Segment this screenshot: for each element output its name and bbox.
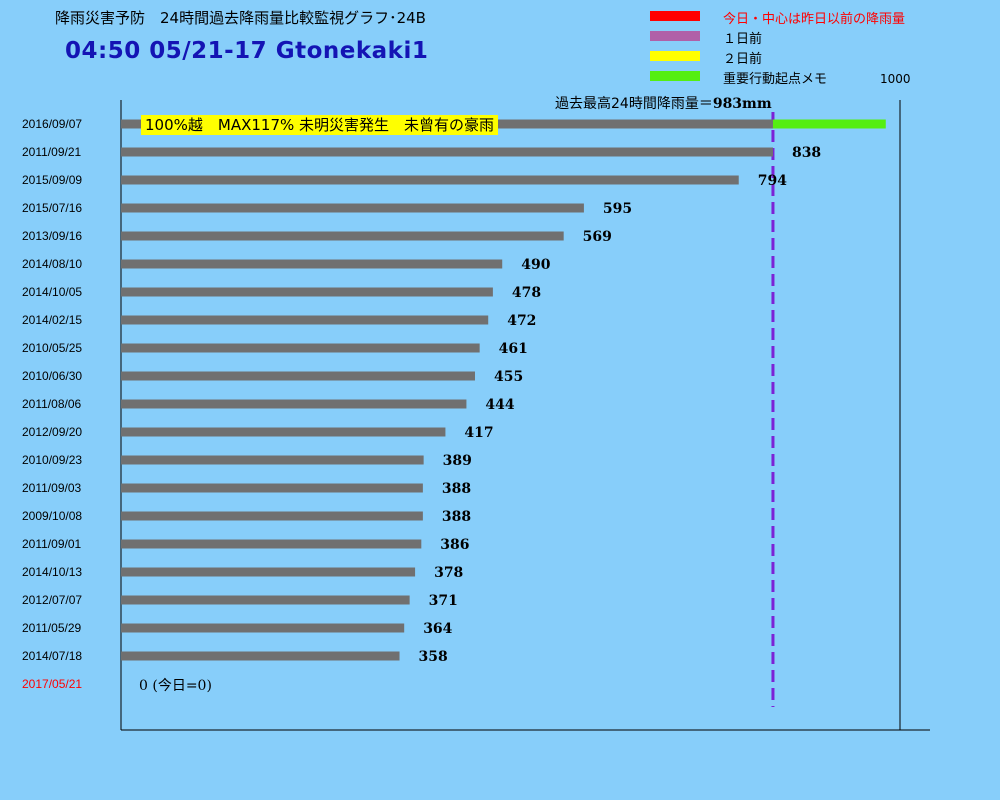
bar xyxy=(121,651,400,661)
value-label: 569 xyxy=(583,229,612,245)
category-label: 2012/09/20 xyxy=(22,425,82,439)
legend-swatch xyxy=(650,51,700,61)
scale-max-label: 1000 xyxy=(880,72,911,86)
bar xyxy=(121,511,423,521)
legend-label: １日前 xyxy=(723,32,763,47)
value-label: 371 xyxy=(429,593,458,609)
max-note-text: 過去最高24時間降雨量＝ xyxy=(555,96,713,112)
category-label: 2015/07/16 xyxy=(22,201,82,215)
memo-segment-bar xyxy=(772,119,886,129)
category-label: 2011/05/29 xyxy=(22,621,81,635)
bar xyxy=(121,595,410,605)
bar xyxy=(121,567,416,577)
category-label: 2011/08/06 xyxy=(22,397,81,411)
alert-banner: 100%越 MAX117% 未明災害発生 未曾有の豪雨 xyxy=(141,115,499,135)
category-label: 2014/10/05 xyxy=(22,285,82,299)
category-label: 2010/05/25 xyxy=(22,341,82,355)
legend-label: ２日前 xyxy=(723,52,763,67)
value-label: 490 xyxy=(521,257,550,273)
bar xyxy=(121,231,564,241)
legend-label: 今日・中心は昨日以前の降雨量 xyxy=(723,12,906,27)
bar xyxy=(121,483,423,493)
category-label: 2016/09/07 xyxy=(22,117,82,131)
value-label: 358 xyxy=(419,649,448,665)
category-label: 2010/09/23 xyxy=(22,453,82,467)
bar xyxy=(121,287,493,297)
bar xyxy=(121,371,475,381)
bar xyxy=(121,175,739,185)
value-label: 444 xyxy=(485,397,514,413)
value-label: 386 xyxy=(440,537,469,553)
bar xyxy=(121,259,503,269)
value-label: 417 xyxy=(464,425,493,441)
value-label: 794 xyxy=(758,173,787,189)
bar xyxy=(121,623,405,633)
category-label: 2014/02/15 xyxy=(22,313,82,327)
legend-swatch xyxy=(650,31,700,41)
category-label: 2017/05/21 xyxy=(22,677,82,691)
max-rainfall-note: 過去最高24時間降雨量＝983mm xyxy=(555,93,772,113)
bar xyxy=(121,427,446,437)
bar xyxy=(121,455,424,465)
legend-swatch xyxy=(650,71,700,81)
category-label: 2009/10/08 xyxy=(22,509,82,523)
bar xyxy=(121,203,584,213)
category-label: 2012/07/07 xyxy=(22,593,82,607)
page-title: 降雨災害予防 24時間過去降雨量比較監視グラフ･24B xyxy=(55,9,426,27)
value-label: 388 xyxy=(442,481,471,497)
page-subtitle: 04:50 05/21-17 Gtonekaki1 xyxy=(65,38,429,64)
bar xyxy=(121,399,467,409)
legend-label: 重要行動起点メモ xyxy=(723,72,828,87)
category-label: 2014/07/18 xyxy=(22,649,82,663)
bar xyxy=(121,147,773,157)
bar xyxy=(121,315,489,325)
category-label: 2014/10/13 xyxy=(22,565,82,579)
value-label: 388 xyxy=(442,509,471,525)
value-label: 461 xyxy=(499,341,528,357)
value-label: 455 xyxy=(494,369,523,385)
max-note-value: 983mm xyxy=(712,96,772,112)
value-label: 378 xyxy=(434,565,463,581)
category-label: 2014/08/10 xyxy=(22,257,82,271)
category-label: 2015/09/09 xyxy=(22,173,82,187)
today-value-label: 0 (今日=0) xyxy=(139,678,212,694)
value-label: 478 xyxy=(512,285,541,301)
value-label: 838 xyxy=(792,145,821,161)
value-label: 595 xyxy=(603,201,632,217)
legend-swatch xyxy=(650,11,700,21)
category-label: 2013/09/16 xyxy=(22,229,82,243)
category-label: 2011/09/03 xyxy=(22,481,81,495)
value-label: 364 xyxy=(423,621,452,637)
value-label: 389 xyxy=(443,453,472,469)
category-label: 2011/09/21 xyxy=(22,145,81,159)
category-label: 2011/09/01 xyxy=(22,537,81,551)
category-label: 2010/06/30 xyxy=(22,369,82,383)
bar xyxy=(121,343,480,353)
value-label: 472 xyxy=(507,313,536,329)
bar xyxy=(121,539,422,549)
